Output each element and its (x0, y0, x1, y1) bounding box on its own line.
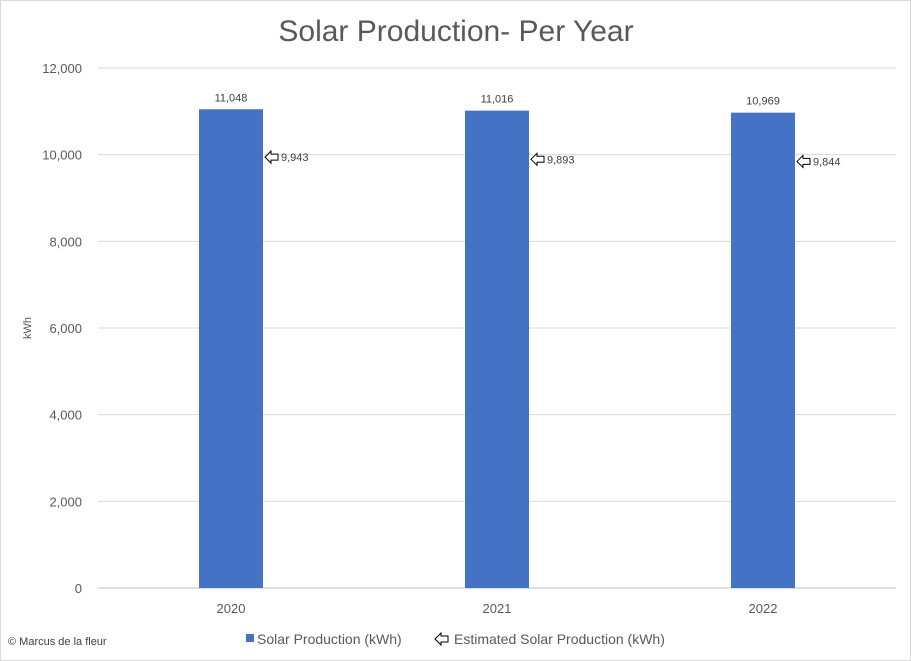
legend: Solar Production (kWh) Estimated Solar P… (246, 631, 665, 647)
legend-label-solar-production: Solar Production (kWh) (257, 631, 402, 647)
bar-2022 (731, 112, 795, 588)
estimate-value-label: 9,844 (813, 156, 841, 168)
x-category-label: 2022 (749, 601, 778, 616)
y-tick-label: 10,000 (42, 148, 82, 163)
chart-title: Solar Production- Per Year (278, 15, 633, 48)
estimate-markers: 9,943 9,893 9,844 (264, 149, 841, 169)
y-tick-label: 8,000 (49, 234, 82, 249)
y-tick-label: 2,000 (49, 494, 82, 509)
y-tick-label: 0 (75, 581, 82, 596)
legend-label-estimated-solar-production: Estimated Solar Production (kWh) (454, 631, 665, 647)
bar-value-label: 11,048 (215, 92, 248, 104)
bar-2020 (199, 109, 263, 589)
legend-left-arrow-icon (434, 631, 449, 647)
estimate-marker-left-arrow-icon (264, 149, 279, 165)
y-tick-label: 6,000 (49, 321, 82, 336)
bar-value-label: 10,969 (746, 96, 780, 108)
estimate-value-label: 9,943 (281, 152, 309, 164)
y-tick-label: 12,000 (42, 61, 82, 76)
y-tick-label: 4,000 (49, 408, 82, 423)
legend-swatch-solar-production (246, 634, 254, 642)
bar-series: 11,048 11,016 10,969 (199, 92, 795, 589)
bar-value-label: 11,016 (481, 94, 514, 106)
y-axis-label: kWh (22, 317, 34, 339)
estimate-marker-left-arrow-icon (796, 154, 811, 169)
x-category-label: 2021 (483, 601, 512, 616)
x-axis-categories: 2020 2021 2022 (217, 601, 778, 616)
x-category-label: 2020 (217, 601, 246, 616)
bar-2021 (465, 110, 529, 588)
copyright-credit: © Marcus de la fleur (8, 636, 107, 648)
estimate-value-label: 9,893 (547, 154, 575, 166)
estimate-marker-left-arrow-icon (530, 152, 545, 167)
y-axis-ticks: 0 2,000 4,000 6,000 8,000 10,000 12,000 (42, 61, 82, 596)
